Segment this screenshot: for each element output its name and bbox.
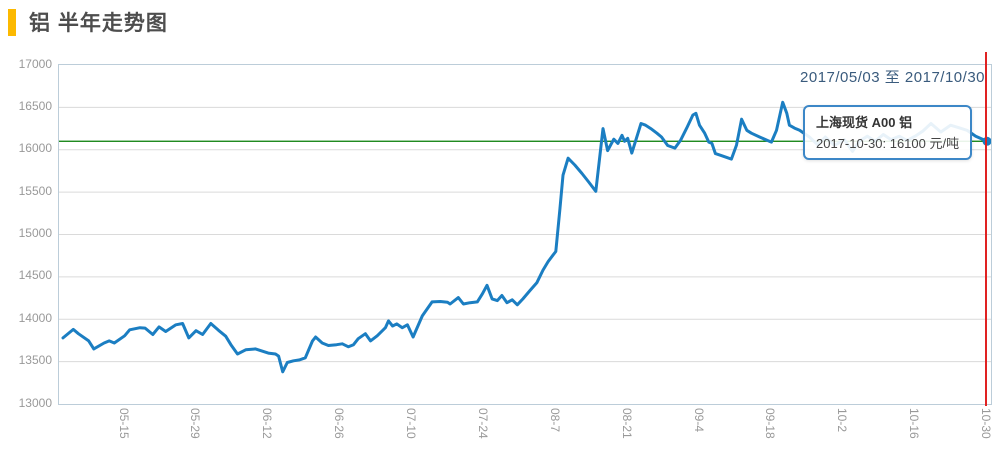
x-axis-label-07-10: 07-10 [404, 408, 419, 439]
chart-header: 铝 半年走势图 [8, 7, 168, 37]
y-axis-label-13000: 13000 [18, 395, 52, 410]
y-axis-label-16500: 16500 [18, 98, 52, 113]
y-axis-label-14500: 14500 [18, 268, 52, 283]
y-axis-label-14000: 14000 [18, 310, 52, 325]
x-axis-label-10-2: 10-2 [835, 408, 850, 433]
cursor-crosshair-line [985, 52, 987, 406]
title-accent-bar [8, 8, 16, 36]
x-axis-label-07-24: 07-24 [475, 408, 490, 439]
y-axis-label-13500: 13500 [18, 353, 52, 368]
y-axis-label-15000: 15000 [18, 226, 52, 240]
price-line [61, 100, 989, 374]
y-axis-label-17000: 17000 [18, 56, 52, 71]
tooltip-value: 2017-10-30: 16100 元/吨 [816, 136, 960, 151]
tooltip-series-name: 上海现货 A00 铝 [816, 115, 913, 130]
page-title: 铝 半年走势图 [29, 12, 168, 35]
x-axis-label-09-4: 09-4 [691, 408, 706, 433]
x-axis-label-08-21: 08-21 [619, 408, 634, 439]
y-axis-label-15500: 15500 [18, 183, 52, 198]
x-axis-label-10-30: 10-30 [979, 408, 993, 439]
x-axis-label-05-15: 05-15 [116, 408, 131, 439]
x-axis-label-05-29: 05-29 [188, 408, 203, 439]
x-axis-label-06-26: 06-26 [332, 408, 347, 439]
x-axis-label-06-12: 06-12 [260, 408, 275, 439]
date-range-label: 2017/05/03 至 2017/10/30 [800, 69, 985, 86]
x-axis-label-10-16: 10-16 [907, 408, 922, 439]
x-axis-label-08-7: 08-7 [547, 408, 562, 433]
trend-chart[interactable]: 17000 16500 16000 15500 15000 14500 14000 13500… [0, 52, 1004, 456]
y-axis-label-16000: 16000 [18, 141, 52, 156]
tooltip: 上海现货 A00 铝 2017-10-30: 16100 元/吨 [803, 105, 972, 160]
x-axis-label-09-18: 09-18 [763, 408, 778, 439]
